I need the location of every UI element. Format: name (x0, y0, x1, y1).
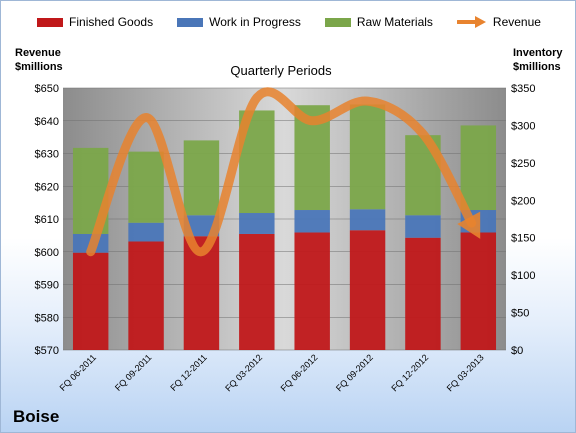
left-axis-title: Revenue $millions (15, 46, 63, 74)
x-tick-label: FQ 06-2012 (279, 352, 320, 393)
company-name: Boise (13, 407, 60, 426)
revenue-line (86, 87, 477, 257)
legend-label: Work in Progress (209, 15, 301, 29)
legend-arrow-icon (455, 16, 487, 28)
chart-title: Quarterly Periods (230, 63, 332, 78)
right-axis-title-line1: Inventory (513, 47, 563, 59)
bar-work-in-progress (294, 210, 330, 233)
right-tick-label: $200 (511, 195, 535, 207)
legend-item-revenue: Revenue (455, 15, 541, 29)
bar-raw-materials (183, 140, 220, 216)
left-tick-label: $640 (35, 116, 59, 128)
bar-work-in-progress (405, 215, 441, 238)
right-tick-label: $100 (511, 270, 535, 282)
x-tick-label: FQ 12-2012 (389, 352, 430, 393)
right-tick-label: $250 (511, 158, 535, 170)
bar-finished-goods (460, 232, 497, 350)
x-tick-label: FQ 06-2011 (58, 352, 99, 393)
legend-label: Finished Goods (69, 15, 154, 29)
x-tick-label: FQ 09-2011 (113, 352, 154, 393)
bar-raw-materials (460, 125, 497, 211)
right-tick-label: $300 (511, 120, 535, 132)
x-tick-label: FQ 09-2012 (334, 352, 375, 393)
right-tick-label: $0 (511, 345, 523, 357)
legend: Finished Goods Work in Progress Raw Mate… (1, 15, 575, 29)
left-axis-title-line1: Revenue (15, 47, 61, 59)
bar-work-in-progress (239, 213, 275, 234)
left-tick-label: $570 (35, 345, 59, 357)
right-tick-label: $350 (511, 83, 535, 95)
bar-finished-goods (128, 241, 164, 350)
left-tick-label: $590 (35, 280, 59, 292)
right-axis-title: Inventory $millions (513, 46, 563, 74)
bar-work-in-progress (128, 222, 164, 242)
x-tick-label: FQ 03-2012 (223, 352, 264, 393)
left-tick-label: $600 (35, 247, 59, 259)
legend-item-work-in-progress: Work in Progress (177, 15, 301, 29)
bar-finished-goods (294, 232, 330, 350)
legend-item-raw-materials: Raw Materials (324, 15, 433, 29)
right-tick-label: $150 (511, 233, 535, 245)
left-tick-label: $610 (35, 214, 59, 226)
bar-work-in-progress (349, 209, 386, 231)
left-tick-label: $630 (35, 149, 59, 161)
right-axis-title-line2: $millions (513, 61, 561, 73)
left-tick-label: $650 (35, 83, 59, 95)
left-axis-title-line2: $millions (15, 61, 63, 73)
legend-label: Revenue (492, 15, 541, 29)
legend-label: Raw Materials (356, 15, 433, 29)
left-tick-label: $620 (35, 181, 59, 193)
legend-swatch-raw-materials (324, 17, 351, 27)
x-tick-label: FQ 12-2011 (168, 352, 209, 393)
bar-raw-materials (128, 151, 164, 223)
right-tick-label: $50 (511, 308, 529, 320)
legend-swatch-finished-goods (37, 17, 64, 27)
bar-finished-goods (239, 233, 275, 350)
left-tick-label: $580 (35, 312, 59, 324)
bar-finished-goods (72, 252, 109, 350)
bar-raw-materials (349, 104, 386, 210)
bar-finished-goods (405, 237, 441, 350)
revenue-arrow-icon (457, 211, 481, 239)
bar-finished-goods (349, 230, 386, 350)
x-tick-label: FQ 03-2013 (445, 352, 486, 393)
legend-item-finished-goods: Finished Goods (37, 15, 153, 29)
legend-swatch-work-in-progress (177, 17, 204, 27)
